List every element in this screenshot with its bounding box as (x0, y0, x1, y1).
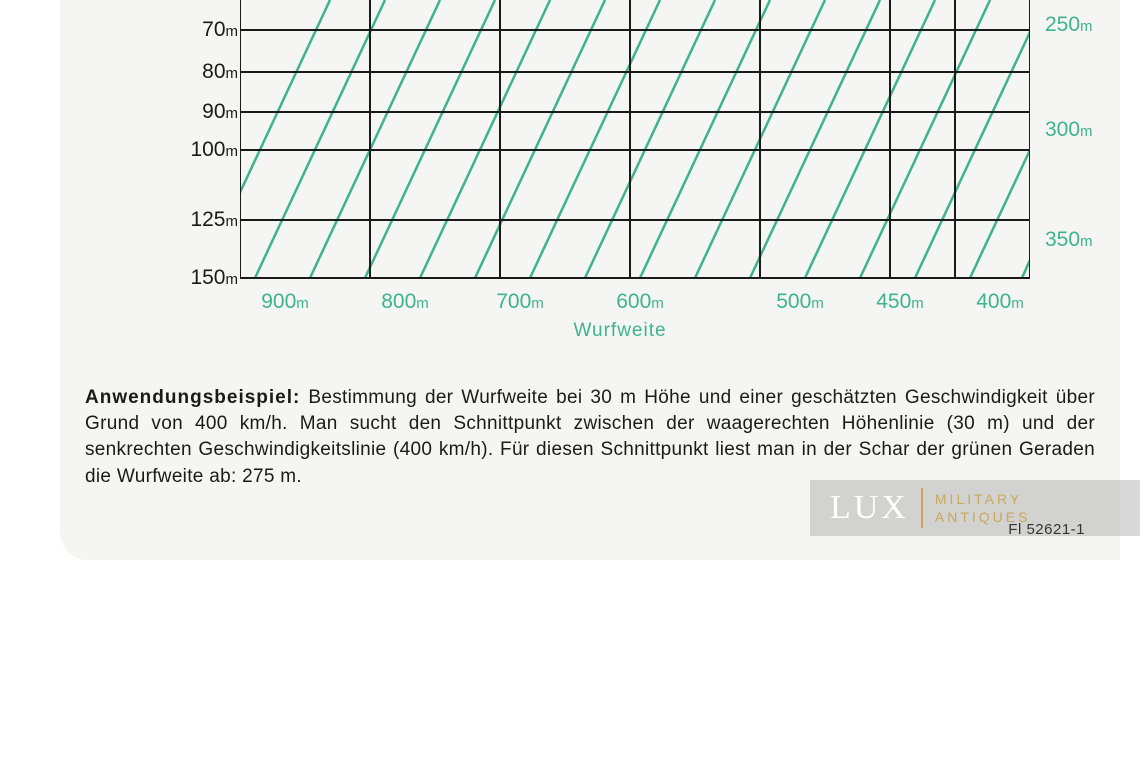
watermark-line1: MILITARY (935, 491, 1022, 507)
chart-grid (240, 0, 1030, 290)
x-axis-label: 800m (381, 290, 429, 314)
usage-description: Anwendungsbeispiel: Bestimmung der Wurfw… (85, 385, 1095, 490)
y-axis-label: 125m (190, 208, 238, 232)
y-axis-label: 100m (190, 138, 238, 162)
y-axis-label: 150m (190, 266, 238, 290)
chart-area: 70m 80m 90m 100m 125m 150m 250m 300m 350m 900m 8… (60, 0, 1120, 350)
y-axis-label: 90m (202, 100, 238, 124)
diagonal-line (420, 0, 550, 278)
watermark-divider (921, 488, 923, 528)
diagonal-line (530, 0, 660, 278)
diagonal-line (240, 0, 330, 278)
x-axis-label: 900m (261, 290, 309, 314)
watermark-brand: LUX (830, 489, 909, 527)
diagonal-line (365, 0, 495, 278)
watermark-overlay: LUX MILITARY ANTIQUES (810, 480, 1140, 536)
diagonal-line (970, 150, 1030, 278)
diagonal-line (805, 0, 935, 278)
watermark-subtitle: MILITARY ANTIQUES (935, 490, 1031, 526)
y-axis-label: 80m (202, 60, 238, 84)
diagonal-line (750, 0, 880, 278)
x-axis-label: 600m (616, 290, 664, 314)
diagonal-line (475, 0, 605, 278)
diagonal-line (915, 32, 1030, 278)
right-axis-label: 300m (1045, 118, 1093, 142)
description-heading: Anwendungsbeispiel: (85, 387, 300, 408)
diagonal-line (255, 0, 385, 278)
diagonal-line (860, 0, 990, 278)
chart-card: 70m 80m 90m 100m 125m 150m 250m 300m 350m 900m 8… (60, 0, 1120, 560)
x-axis-label: 450m (876, 290, 924, 314)
watermark-line2: ANTIQUES (935, 509, 1031, 525)
x-axis-title: Wurfweite (573, 320, 666, 342)
diagonal-line (310, 0, 440, 278)
diagonal-line (585, 0, 715, 278)
x-axis-label: 700m (496, 290, 544, 314)
right-axis-label: 350m (1045, 228, 1093, 252)
diagonal-line (640, 0, 770, 278)
diagonal-line (1022, 260, 1030, 278)
x-axis-label: 500m (776, 290, 824, 314)
right-axis-label: 250m (1045, 13, 1093, 37)
x-axis-label: 400m (976, 290, 1024, 314)
y-axis-label: 70m (202, 18, 238, 42)
